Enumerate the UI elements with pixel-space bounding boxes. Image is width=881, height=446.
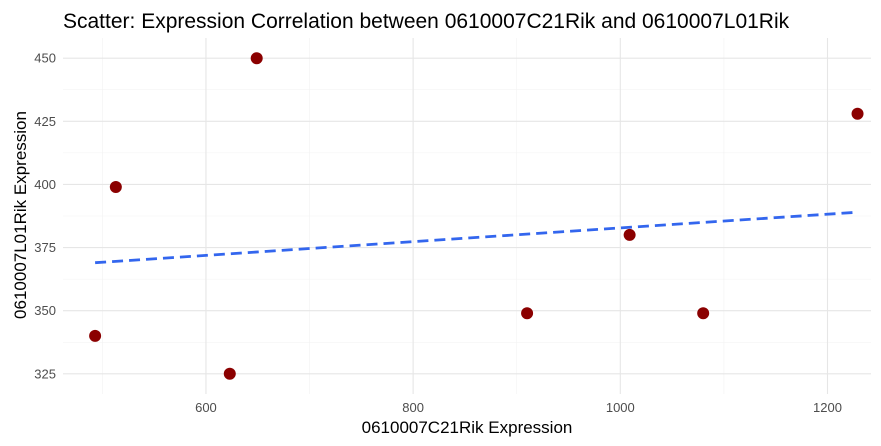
minor-gridlines [63, 38, 871, 394]
chart-title: Scatter: Expression Correlation between … [63, 10, 790, 33]
x-tick-label: 800 [402, 400, 424, 415]
y-tick-label: 450 [34, 51, 56, 66]
data-point [109, 180, 122, 193]
data-point [250, 52, 263, 65]
trendline-layer [95, 210, 858, 265]
data-point [851, 107, 864, 120]
data-point [521, 307, 534, 320]
major-gridlines [63, 38, 871, 394]
y-tick-label: 425 [34, 114, 56, 129]
y-tick-labels: 325 350 375 400 425 450 [34, 51, 56, 382]
data-point [623, 228, 636, 241]
y-axis-label: 0610007L01Rik Expression [11, 111, 30, 319]
x-tick-label: 600 [195, 400, 217, 415]
data-point [89, 329, 102, 342]
x-tick-label: 1200 [813, 400, 842, 415]
points-layer [89, 52, 864, 380]
x-tick-label: 1000 [606, 400, 635, 415]
x-tick-labels: 600 800 1000 1200 [195, 400, 842, 415]
data-point [223, 367, 236, 380]
y-tick-label: 375 [34, 240, 56, 255]
y-tick-label: 400 [34, 177, 56, 192]
x-axis-label: 0610007C21Rik Expression [362, 418, 573, 437]
y-tick-label: 325 [34, 366, 56, 381]
y-tick-label: 350 [34, 303, 56, 318]
data-point [697, 307, 710, 320]
trendline [95, 210, 858, 265]
